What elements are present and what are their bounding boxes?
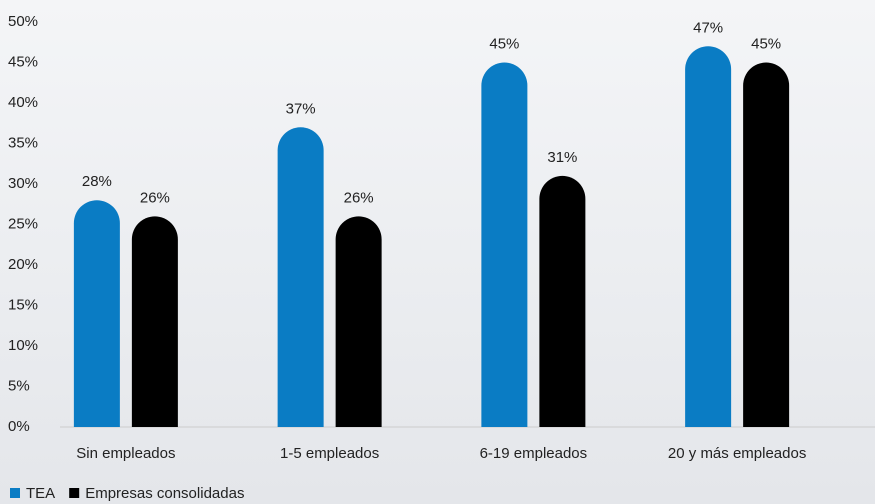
- value-label: 37%: [286, 100, 316, 117]
- y-tick-label: 15%: [8, 296, 38, 313]
- value-label: 28%: [82, 173, 112, 190]
- y-tick-label: 40%: [8, 94, 38, 111]
- y-tick-label: 5%: [8, 377, 30, 394]
- x-tick-label: Sin empleados: [76, 445, 175, 462]
- legend-label: Empresas consolidadas: [85, 485, 244, 502]
- x-tick-label: 20 y más empleados: [668, 445, 806, 462]
- value-label: 45%: [489, 35, 519, 52]
- bar: [685, 46, 732, 428]
- value-label: 26%: [140, 189, 170, 206]
- y-tick-label: 45%: [8, 53, 38, 70]
- value-label: 31%: [547, 149, 577, 166]
- y-tick-label: 50%: [8, 13, 38, 30]
- x-tick-label: 1-5 empleados: [280, 445, 379, 462]
- bar: [743, 62, 790, 428]
- bar: [481, 62, 528, 428]
- value-label: 45%: [751, 35, 781, 52]
- bar: [73, 200, 120, 427]
- bar: [131, 216, 178, 427]
- value-label: 47%: [693, 19, 723, 36]
- value-label: 26%: [344, 189, 374, 206]
- legend-label: TEA: [26, 485, 55, 502]
- bar: [335, 216, 382, 427]
- y-tick-label: 30%: [8, 175, 38, 192]
- bar: [539, 175, 586, 427]
- y-tick-label: 10%: [8, 337, 38, 354]
- y-tick-label: 20%: [8, 256, 38, 273]
- y-tick-label: 0%: [8, 418, 30, 435]
- y-tick-label: 35%: [8, 134, 38, 151]
- y-tick-label: 25%: [8, 215, 38, 232]
- legend-swatch: [69, 488, 80, 498]
- bar: [277, 127, 324, 428]
- legend-swatch: [10, 488, 20, 498]
- x-tick-label: 6-19 empleados: [480, 445, 588, 462]
